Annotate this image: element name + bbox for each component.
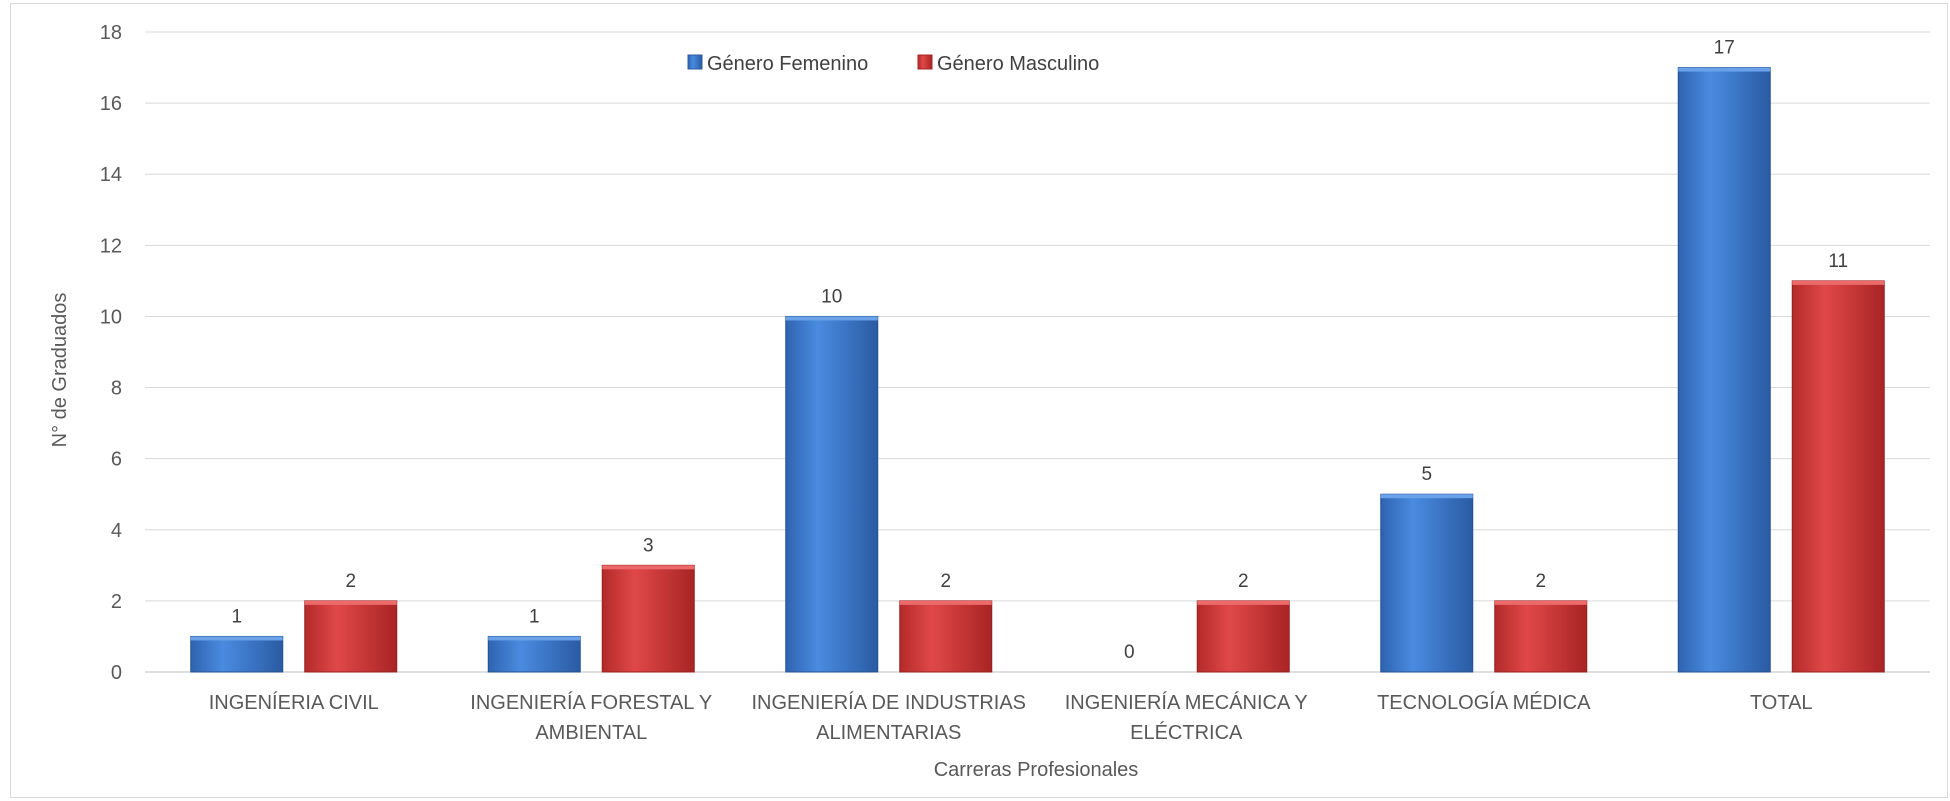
legend-swatch-masculino [917,54,933,70]
data-label: 10 [821,286,842,307]
y-axis-title: N° de Graduados [49,293,71,448]
data-label: 2 [940,571,951,592]
bar-top-bevel [785,316,878,321]
bar-top-bevel [488,636,581,641]
legend: Género Femenino Género Masculino [687,53,1099,75]
bar [1791,280,1885,673]
y-tick-label: 10 [100,306,122,328]
data-label: 1 [231,606,242,627]
bar-top-bevel [602,565,695,570]
bar [1677,67,1771,673]
data-label: 1 [529,606,540,627]
bar [1494,600,1588,673]
bar [785,315,879,673]
category-label: TECNOLOGÍA MÉDICA [1377,691,1591,714]
bar [601,564,695,673]
bar-top-bevel [304,600,397,605]
data-label: 11 [1828,251,1848,272]
y-tick-label: 6 [111,449,122,471]
gridlines [145,31,1930,673]
bar-top-bevel [1678,67,1771,72]
data-label: 2 [1238,571,1249,592]
data-label: 17 [1714,38,1735,59]
y-tick-label: 2 [111,591,122,613]
y-tick-label: 4 [111,520,122,542]
bar [304,600,398,673]
legend-swatch-femenino [687,54,703,70]
legend-label-masculino: Género Masculino [937,53,1099,75]
category-label: INGENIERÍA DE INDUSTRIAS [752,691,1027,714]
x-axis-title: Carreras Profesionales [934,759,1139,781]
bar [487,635,581,673]
bar-top-bevel [1197,600,1290,605]
data-label: 3 [643,535,654,556]
category-label: AMBIENTAL [535,722,647,744]
bar [899,600,993,673]
bar [190,635,284,673]
category-label: INGENIERÍA MECÁNICA Y [1065,691,1308,714]
data-label: 5 [1421,464,1432,485]
category-label: INGENIERÍA FORESTAL Y [470,691,712,714]
bars [190,67,1885,673]
bar-top-bevel [1494,600,1587,605]
y-tick-label: 14 [100,164,122,186]
category-label: ALIMENTARIAS [816,722,961,744]
data-label: 2 [345,571,356,592]
bar-top-bevel [1792,280,1885,285]
bar-top-bevel [899,600,992,605]
bar [1196,600,1290,673]
data-labels: 1 2 1 3 10 2 0 2 5 2 17 11 [231,38,1848,663]
chart-frame [10,3,1948,798]
bar [1380,493,1474,673]
x-axis-categories: INGENÍERIA CIVIL INGENIERÍA FORESTAL Y AMB… [209,691,1813,744]
y-tick-label: 0 [111,662,122,684]
category-label: ELÉCTRICA [1130,721,1243,744]
y-tick-label: 16 [100,93,122,115]
category-label: TOTAL [1750,692,1813,714]
category-label: INGENÍERIA CIVIL [209,691,379,714]
y-axis-ticks: 0 2 4 6 8 10 12 14 16 18 [100,22,122,684]
data-label: 2 [1535,571,1546,592]
bar-top-bevel [1380,494,1473,499]
y-tick-label: 8 [111,378,122,400]
y-tick-label: 18 [100,22,122,44]
bar-top-bevel [190,636,283,641]
legend-label-femenino: Género Femenino [707,53,868,75]
data-label: 0 [1124,642,1135,663]
y-tick-label: 12 [100,235,122,257]
